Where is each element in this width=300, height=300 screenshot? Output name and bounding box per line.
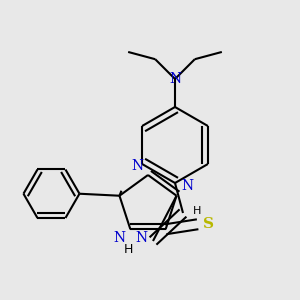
Text: S: S <box>202 217 214 231</box>
Text: N: N <box>169 72 181 86</box>
Text: H: H <box>193 206 201 216</box>
Text: N: N <box>135 231 147 245</box>
Text: N: N <box>113 231 125 245</box>
Text: N: N <box>182 179 194 193</box>
Text: N: N <box>131 159 143 173</box>
Text: H: H <box>124 243 133 256</box>
